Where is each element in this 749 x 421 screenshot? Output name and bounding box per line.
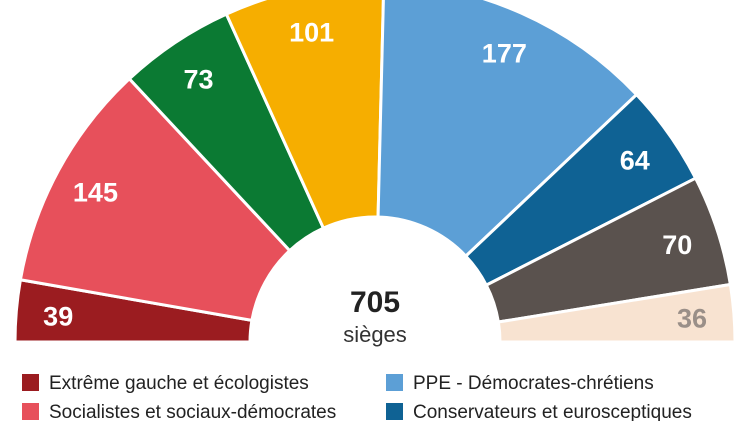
value-label: 39: [43, 302, 73, 332]
legend-swatch: [386, 374, 403, 391]
legend-label: PPE - Démocrates-chrétiens: [413, 373, 654, 394]
legend-swatch: [22, 374, 39, 391]
value-label: 64: [620, 146, 650, 176]
total-label: sièges: [343, 322, 407, 347]
value-label: 70: [662, 230, 692, 260]
legend-swatch: [22, 403, 39, 420]
segment: [18, 76, 292, 323]
legend-label: Extrême gauche et écologistes: [49, 373, 309, 394]
segment: [496, 282, 737, 344]
legend-swatch: [386, 403, 403, 420]
value-label: 36: [677, 304, 707, 334]
total: 705: [350, 286, 400, 319]
segment: [376, 0, 639, 259]
segment: [224, 0, 385, 231]
value-label: 145: [73, 178, 118, 208]
value-label: 101: [289, 17, 334, 47]
legend-label: Socialistes et sociaux-démocrates: [49, 402, 336, 421]
value-label: 177: [482, 39, 527, 69]
value-label: 73: [184, 65, 214, 95]
legend-label: Conservateurs et eurosceptiques: [413, 402, 692, 421]
